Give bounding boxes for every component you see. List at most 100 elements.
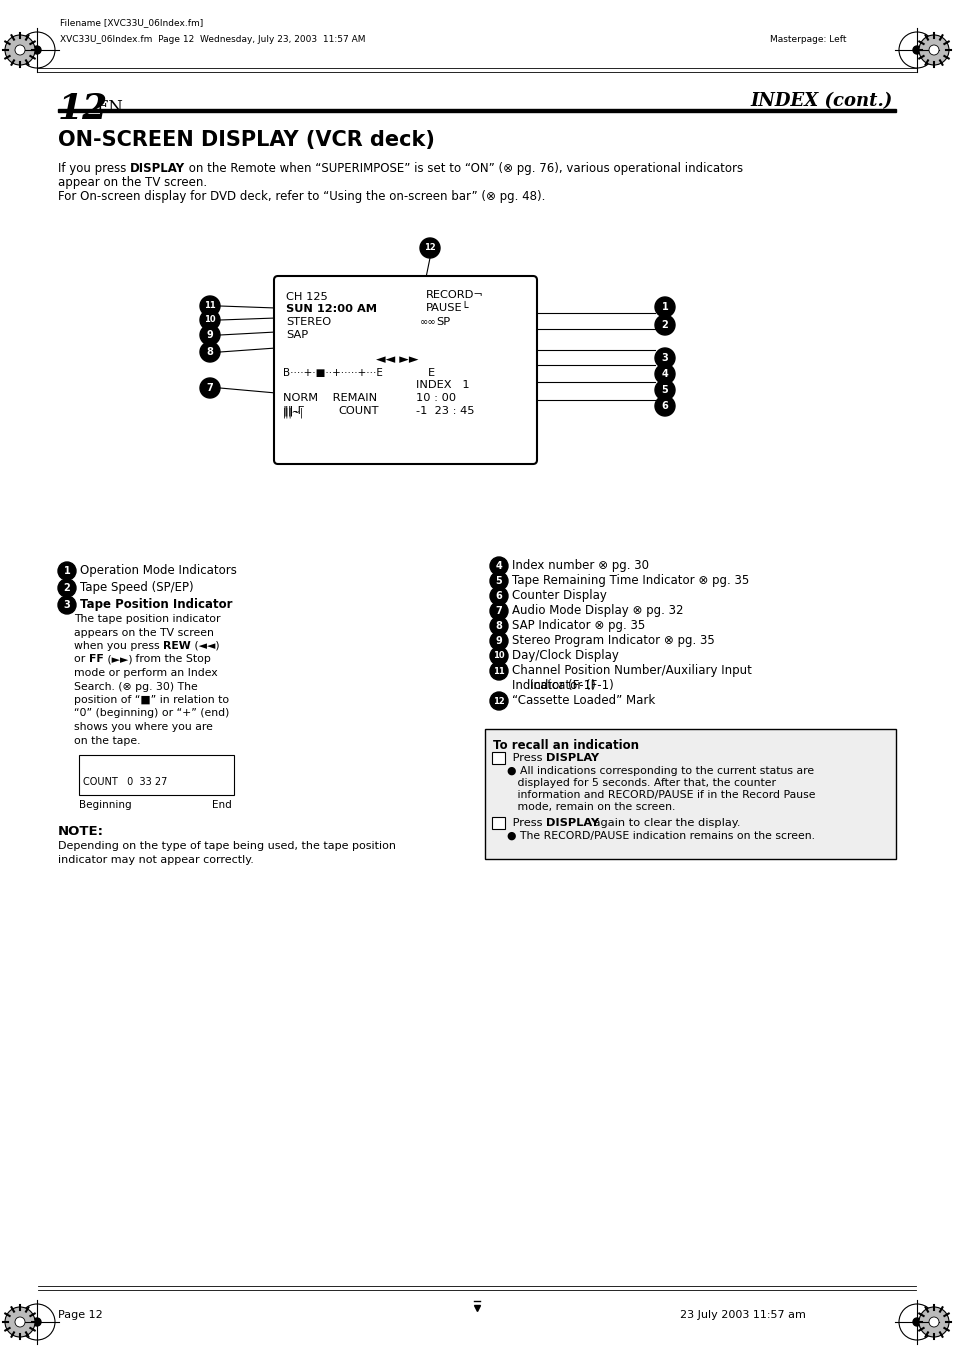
Text: NOTE:: NOTE: (58, 825, 104, 838)
Text: DISPLAY: DISPLAY (545, 753, 598, 763)
Circle shape (15, 1317, 25, 1327)
Text: XVC33U_06Index.fm  Page 12  Wednesday, July 23, 2003  11:57 AM: XVC33U_06Index.fm Page 12 Wednesday, Jul… (60, 35, 365, 45)
Text: EN: EN (96, 99, 123, 116)
Text: Audio Mode Display ⊗ pg. 32: Audio Mode Display ⊗ pg. 32 (512, 604, 682, 617)
Text: INDEX (cont.): INDEX (cont.) (749, 92, 891, 109)
Text: E: E (428, 367, 435, 378)
Text: Masterpage: Left: Masterpage: Left (769, 35, 845, 45)
Text: COUNT   0  33 27: COUNT 0 33 27 (83, 777, 167, 788)
Text: REW: REW (163, 640, 191, 651)
Text: ∞∞: ∞∞ (419, 317, 436, 327)
Text: 5: 5 (661, 385, 668, 394)
Text: SUN 12​:00 AM: SUN 12​:00 AM (286, 304, 376, 313)
Text: displayed for 5 seconds. After that, the counter: displayed for 5 seconds. After that, the… (506, 778, 775, 788)
Text: 11: 11 (204, 301, 215, 311)
Text: “Cassette Loaded” Mark: “Cassette Loaded” Mark (512, 694, 655, 707)
Text: Index number ⊗ pg. 30: Index number ⊗ pg. 30 (512, 559, 648, 571)
Text: Depending on the type of tape being used, the tape position
indicator may not ap: Depending on the type of tape being used… (58, 842, 395, 865)
Text: Filename [XVC33U_06Index.fm]: Filename [XVC33U_06Index.fm] (60, 18, 203, 27)
Text: Page 12: Page 12 (58, 1310, 103, 1320)
Text: If you press: If you press (58, 162, 130, 176)
Text: Stereo Program Indicator ⊗ pg. 35: Stereo Program Indicator ⊗ pg. 35 (512, 634, 714, 647)
Text: -1  23 : 45: -1 23 : 45 (416, 407, 474, 416)
Text: “0” (beginning) or “+” (end): “0” (beginning) or “+” (end) (74, 708, 229, 719)
Circle shape (15, 45, 25, 55)
Circle shape (200, 326, 220, 345)
FancyBboxPatch shape (274, 276, 537, 463)
Text: Tape Remaining Time Indicator ⊗ pg. 35: Tape Remaining Time Indicator ⊗ pg. 35 (512, 574, 748, 586)
Text: 3: 3 (64, 600, 71, 611)
Text: position of “■” in relation to: position of “■” in relation to (74, 694, 229, 705)
Text: shows you where you are: shows you where you are (74, 721, 213, 732)
Text: The tape position indicator: The tape position indicator (74, 613, 220, 624)
Text: mode, remain on the screen.: mode, remain on the screen. (506, 802, 675, 812)
Text: on the Remote when “SUPERIMPOSE” is set to “ON” (⊗ pg. 76), various operational : on the Remote when “SUPERIMPOSE” is set … (185, 162, 742, 176)
Circle shape (200, 378, 220, 399)
Text: Press: Press (509, 753, 545, 763)
Text: 12: 12 (493, 697, 504, 705)
Text: Beginning: Beginning (79, 800, 132, 811)
Circle shape (58, 596, 76, 613)
Bar (79, 755, 233, 794)
Text: (◄◄): (◄◄) (191, 640, 219, 651)
Text: ‖‖-Γ: ‖‖-Γ (283, 407, 305, 416)
Text: SAP: SAP (286, 330, 308, 340)
Text: DISPLAY: DISPLAY (545, 817, 598, 828)
Text: from the Stop: from the Stop (132, 654, 211, 665)
Text: 10 : 00: 10 : 00 (416, 393, 456, 403)
Text: Counter Display: Counter Display (512, 589, 606, 603)
Text: 2: 2 (497, 819, 503, 830)
Text: Tape Speed (SP/EP): Tape Speed (SP/EP) (80, 581, 193, 594)
Text: End: End (212, 800, 232, 811)
Text: 11: 11 (493, 666, 504, 676)
Text: SAP Indicator ⊗ pg. 35: SAP Indicator ⊗ pg. 35 (512, 619, 644, 632)
Circle shape (928, 1317, 938, 1327)
Text: RECORD¬: RECORD¬ (426, 290, 483, 300)
Text: 4: 4 (496, 561, 502, 571)
Text: SP: SP (436, 317, 450, 327)
Text: Tape Position Indicator: Tape Position Indicator (80, 598, 233, 611)
Text: mode or perform an Index: mode or perform an Index (74, 667, 217, 678)
Text: Day/Clock Display: Day/Clock Display (512, 648, 618, 662)
Text: 1: 1 (497, 754, 502, 765)
Text: PAUSE└: PAUSE└ (426, 303, 469, 313)
Text: ON-SCREEN DISPLAY (VCR deck): ON-SCREEN DISPLAY (VCR deck) (58, 130, 435, 150)
Text: Search. (⊗ pg. 30) The: Search. (⊗ pg. 30) The (74, 681, 197, 692)
Circle shape (655, 297, 675, 317)
Text: 7: 7 (207, 382, 213, 393)
Circle shape (655, 315, 675, 335)
Text: |||~|: |||~| (283, 408, 304, 419)
Text: 4: 4 (661, 369, 668, 380)
Circle shape (490, 571, 507, 590)
Text: 3: 3 (661, 353, 668, 363)
Circle shape (490, 662, 507, 680)
Text: (►►): (►►) (103, 654, 132, 665)
Circle shape (490, 557, 507, 576)
Text: 2: 2 (661, 320, 668, 330)
Text: 6: 6 (496, 590, 502, 601)
Circle shape (655, 363, 675, 384)
Circle shape (58, 580, 76, 597)
Text: Indicator (F-1): Indicator (F-1) (530, 680, 613, 692)
Text: 9: 9 (207, 330, 213, 340)
Circle shape (33, 1319, 41, 1325)
Text: 2: 2 (64, 584, 71, 593)
Text: ● All indications corresponding to the current status are: ● All indications corresponding to the c… (506, 766, 813, 775)
Text: 5: 5 (496, 576, 502, 586)
Circle shape (200, 342, 220, 362)
FancyBboxPatch shape (492, 816, 505, 828)
Circle shape (5, 35, 35, 65)
Circle shape (419, 238, 439, 258)
Circle shape (490, 632, 507, 650)
Circle shape (58, 562, 76, 580)
Text: .: . (590, 753, 593, 763)
Circle shape (655, 380, 675, 400)
Text: appear on the TV screen.: appear on the TV screen. (58, 176, 207, 189)
Text: when you press: when you press (74, 640, 163, 651)
Text: 1: 1 (64, 566, 71, 576)
Text: 12: 12 (58, 92, 108, 126)
Circle shape (490, 586, 507, 605)
Circle shape (928, 45, 938, 55)
Circle shape (655, 349, 675, 367)
Text: 9: 9 (496, 636, 502, 646)
